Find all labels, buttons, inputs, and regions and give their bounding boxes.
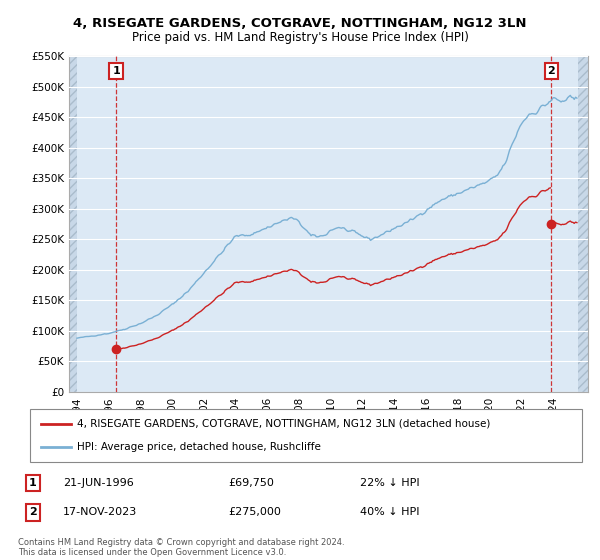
Text: 4, RISEGATE GARDENS, COTGRAVE, NOTTINGHAM, NG12 3LN (detached house): 4, RISEGATE GARDENS, COTGRAVE, NOTTINGHA… xyxy=(77,419,490,429)
Text: £275,000: £275,000 xyxy=(228,507,281,517)
Text: 17-NOV-2023: 17-NOV-2023 xyxy=(63,507,137,517)
Text: 2: 2 xyxy=(547,66,555,76)
Text: 4, RISEGATE GARDENS, COTGRAVE, NOTTINGHAM, NG12 3LN: 4, RISEGATE GARDENS, COTGRAVE, NOTTINGHA… xyxy=(73,17,527,30)
Bar xyxy=(69,56,77,392)
Text: Contains HM Land Registry data © Crown copyright and database right 2024.
This d: Contains HM Land Registry data © Crown c… xyxy=(18,538,344,557)
Text: 21-JUN-1996: 21-JUN-1996 xyxy=(63,478,134,488)
Text: 1: 1 xyxy=(29,478,37,488)
Text: HPI: Average price, detached house, Rushcliffe: HPI: Average price, detached house, Rush… xyxy=(77,442,321,452)
Bar xyxy=(578,56,588,392)
Text: 1: 1 xyxy=(112,66,120,76)
Text: Price paid vs. HM Land Registry's House Price Index (HPI): Price paid vs. HM Land Registry's House … xyxy=(131,31,469,44)
Text: £69,750: £69,750 xyxy=(228,478,274,488)
Text: 40% ↓ HPI: 40% ↓ HPI xyxy=(360,507,419,517)
Text: 2: 2 xyxy=(29,507,37,517)
FancyBboxPatch shape xyxy=(30,409,582,462)
Text: 22% ↓ HPI: 22% ↓ HPI xyxy=(360,478,419,488)
